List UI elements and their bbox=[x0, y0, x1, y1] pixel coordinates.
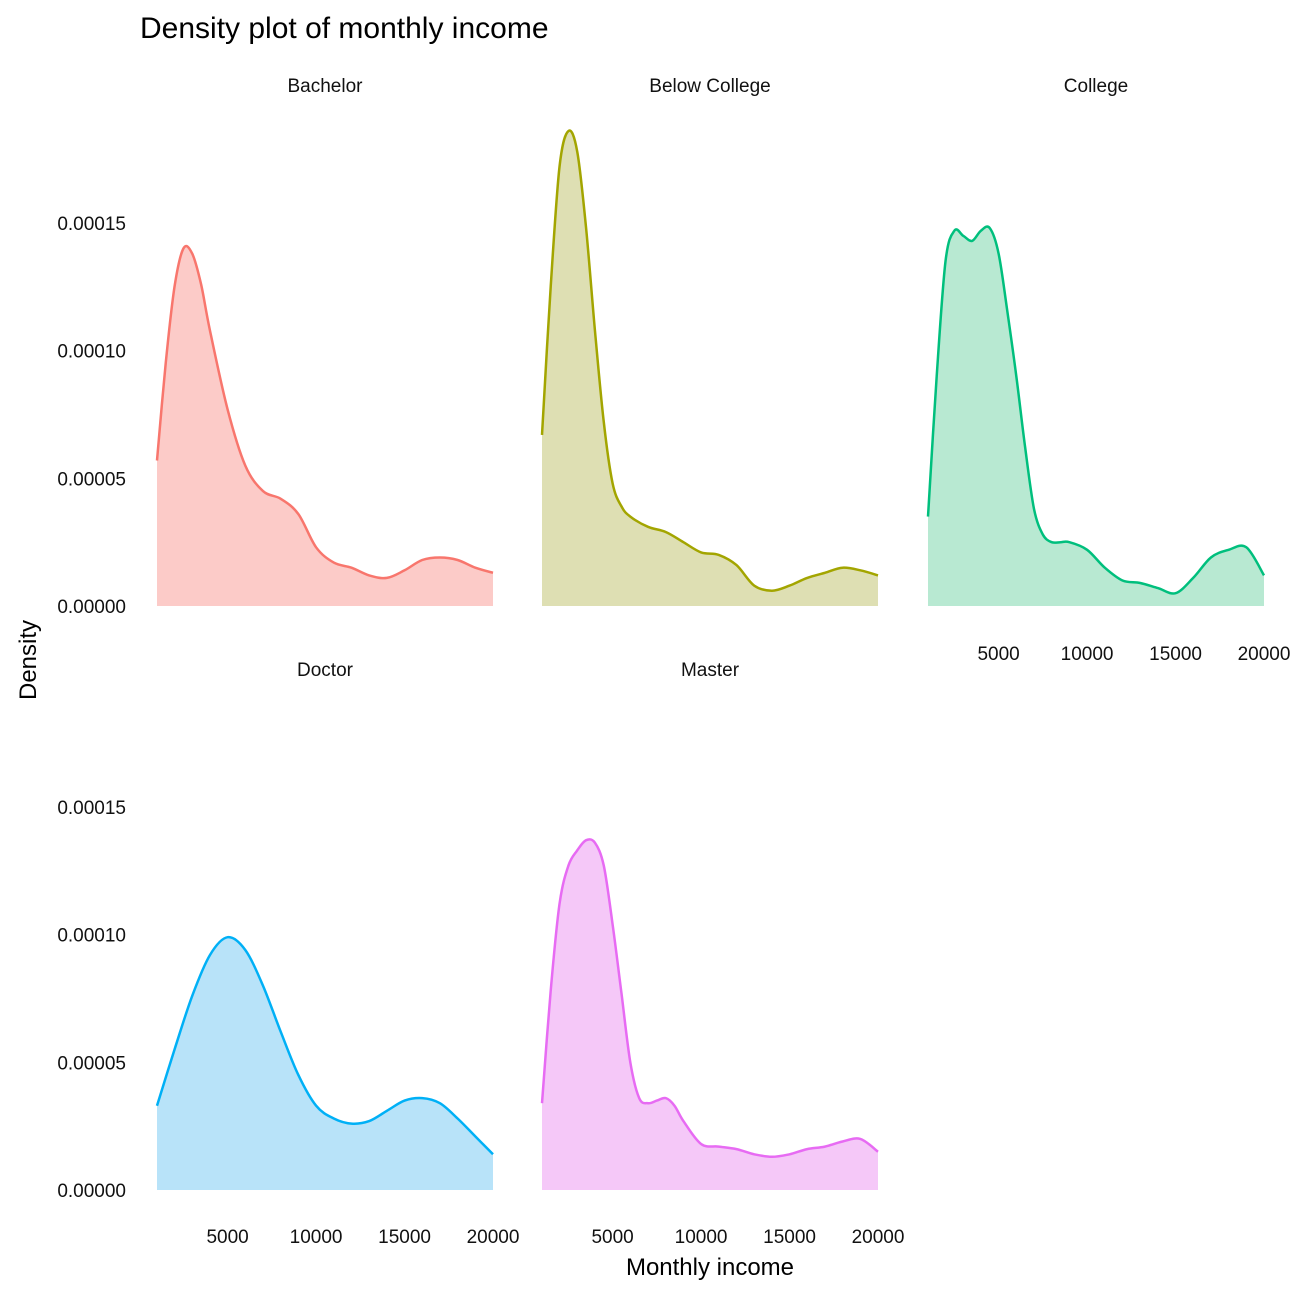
x-tick-label: 15000 bbox=[378, 1227, 431, 1248]
facet-panels: Bachelor 0.00000 0.00005 0.00010 0.00015 Belo… bbox=[57, 76, 1290, 1248]
density-line bbox=[155, 935, 494, 1156]
density-line bbox=[540, 838, 879, 1159]
x-tick-label: 10000 bbox=[1061, 644, 1114, 665]
x-tick-label: 15000 bbox=[1149, 644, 1202, 665]
y-tick-label: 0.00000 bbox=[57, 597, 126, 618]
x-tick-label: 5000 bbox=[977, 644, 1019, 665]
x-tick-label: 20000 bbox=[852, 1227, 905, 1248]
x-tick-label: 5000 bbox=[206, 1227, 248, 1248]
facet-panel-bachelor: Bachelor 0.00000 0.00005 0.00010 0.00015 bbox=[57, 76, 494, 618]
y-tick-label: 0.00010 bbox=[57, 926, 126, 947]
facet-panel-master: Master 5000 10000 15000 20000 bbox=[540, 660, 905, 1248]
density-area bbox=[928, 226, 1264, 606]
chart-title: Density plot of monthly income bbox=[140, 12, 549, 45]
x-tick-label: 10000 bbox=[675, 1227, 728, 1248]
x-axis-title: Monthly income bbox=[626, 1254, 794, 1281]
density-area bbox=[157, 937, 493, 1190]
density-line bbox=[926, 225, 1266, 595]
y-tick-label: 0.00000 bbox=[57, 1181, 126, 1202]
y-tick-label: 0.00005 bbox=[57, 469, 126, 490]
facet-strip-label: Doctor bbox=[297, 660, 354, 681]
facet-panel-doctor: Doctor 0.00000 0.00005 0.00010 0.00015 5000 10… bbox=[57, 660, 519, 1248]
x-tick-label: 20000 bbox=[1238, 644, 1291, 665]
density-line bbox=[155, 244, 494, 580]
facet-strip-label: College bbox=[1064, 76, 1128, 97]
facet-strip-label: Below College bbox=[649, 76, 770, 97]
x-tick-label: 5000 bbox=[591, 1227, 633, 1248]
x-tick-label: 15000 bbox=[763, 1227, 816, 1248]
density-area bbox=[542, 130, 878, 606]
density-area bbox=[542, 839, 878, 1190]
y-axis-title: Density bbox=[15, 620, 42, 700]
y-tick-label: 0.00010 bbox=[57, 342, 126, 363]
facet-strip-label: Master bbox=[681, 660, 740, 681]
y-tick-label: 0.00005 bbox=[57, 1053, 126, 1074]
x-tick-label: 20000 bbox=[467, 1227, 520, 1248]
facet-strip-label: Bachelor bbox=[288, 76, 364, 97]
density-line bbox=[540, 129, 879, 592]
y-tick-label: 0.00015 bbox=[57, 214, 126, 235]
y-tick-label: 0.00015 bbox=[57, 798, 126, 819]
facet-panel-below-college: Below College bbox=[540, 76, 879, 606]
density-area bbox=[157, 246, 493, 606]
x-tick-label: 10000 bbox=[290, 1227, 343, 1248]
facet-panel-college: College 5000 10000 15000 20000 bbox=[926, 76, 1291, 665]
